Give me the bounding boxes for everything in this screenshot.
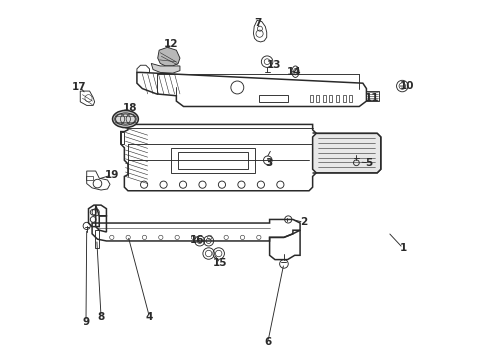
Ellipse shape [112, 111, 138, 128]
Text: 18: 18 [122, 103, 137, 113]
Text: 1: 1 [399, 243, 406, 253]
Text: 19: 19 [104, 170, 119, 180]
Text: 5: 5 [365, 158, 372, 168]
Text: 12: 12 [163, 39, 178, 49]
Text: 4: 4 [145, 312, 153, 322]
Polygon shape [312, 134, 380, 173]
Text: 13: 13 [266, 59, 281, 69]
Text: 10: 10 [399, 81, 413, 91]
Text: 6: 6 [264, 337, 271, 347]
Text: 8: 8 [97, 312, 104, 322]
Text: 17: 17 [72, 82, 87, 92]
Text: 16: 16 [189, 235, 204, 245]
Polygon shape [158, 47, 180, 66]
Ellipse shape [115, 113, 135, 125]
Text: 7: 7 [254, 18, 261, 28]
Text: 2: 2 [300, 217, 306, 227]
Text: 15: 15 [212, 258, 227, 268]
Text: 11: 11 [365, 93, 379, 103]
Text: 3: 3 [264, 158, 272, 168]
Text: 9: 9 [82, 317, 89, 327]
Polygon shape [151, 63, 180, 73]
Text: 14: 14 [286, 67, 301, 77]
